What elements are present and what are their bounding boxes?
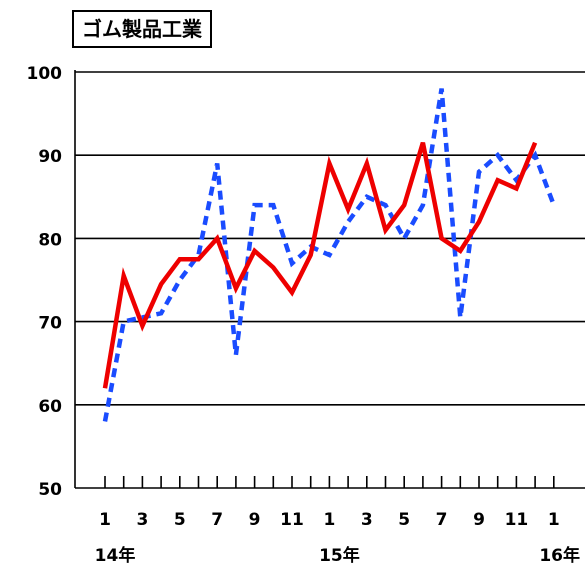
y-tick-label: 50 (38, 480, 62, 500)
x-tick-label: 3 (361, 510, 373, 530)
x-tick-label: 3 (136, 510, 148, 530)
series-line-solid (102, 141, 538, 389)
y-tick-label: 100 (27, 64, 63, 84)
x-tick-label: 1 (99, 510, 111, 530)
x-tick-label: 11 (280, 510, 304, 530)
x-tick-label: 5 (398, 510, 410, 530)
x-tick-label: 9 (473, 510, 485, 530)
x-tick-label: 11 (505, 510, 529, 530)
y-tick-label: 90 (38, 147, 62, 167)
axes (74, 70, 585, 489)
series-line-dashed (102, 88, 556, 422)
x-tick-label: 7 (436, 510, 448, 530)
x-tick-label: 9 (249, 510, 261, 530)
x-tick-label: 7 (211, 510, 223, 530)
series-lines (102, 88, 556, 422)
y-tick-label: 60 (38, 397, 62, 417)
year-label: 15年 (319, 545, 360, 566)
year-label: 16年 (539, 545, 580, 566)
y-tick-label: 80 (38, 230, 62, 250)
chart-title: ゴム製品工業 (72, 10, 212, 48)
x-tick-label: 1 (548, 510, 560, 530)
x-tick-label: 1 (323, 510, 335, 530)
x-tick-label: 5 (174, 510, 186, 530)
gridlines (75, 71, 585, 406)
y-tick-label: 70 (38, 314, 62, 334)
year-label: 14年 (95, 545, 136, 566)
